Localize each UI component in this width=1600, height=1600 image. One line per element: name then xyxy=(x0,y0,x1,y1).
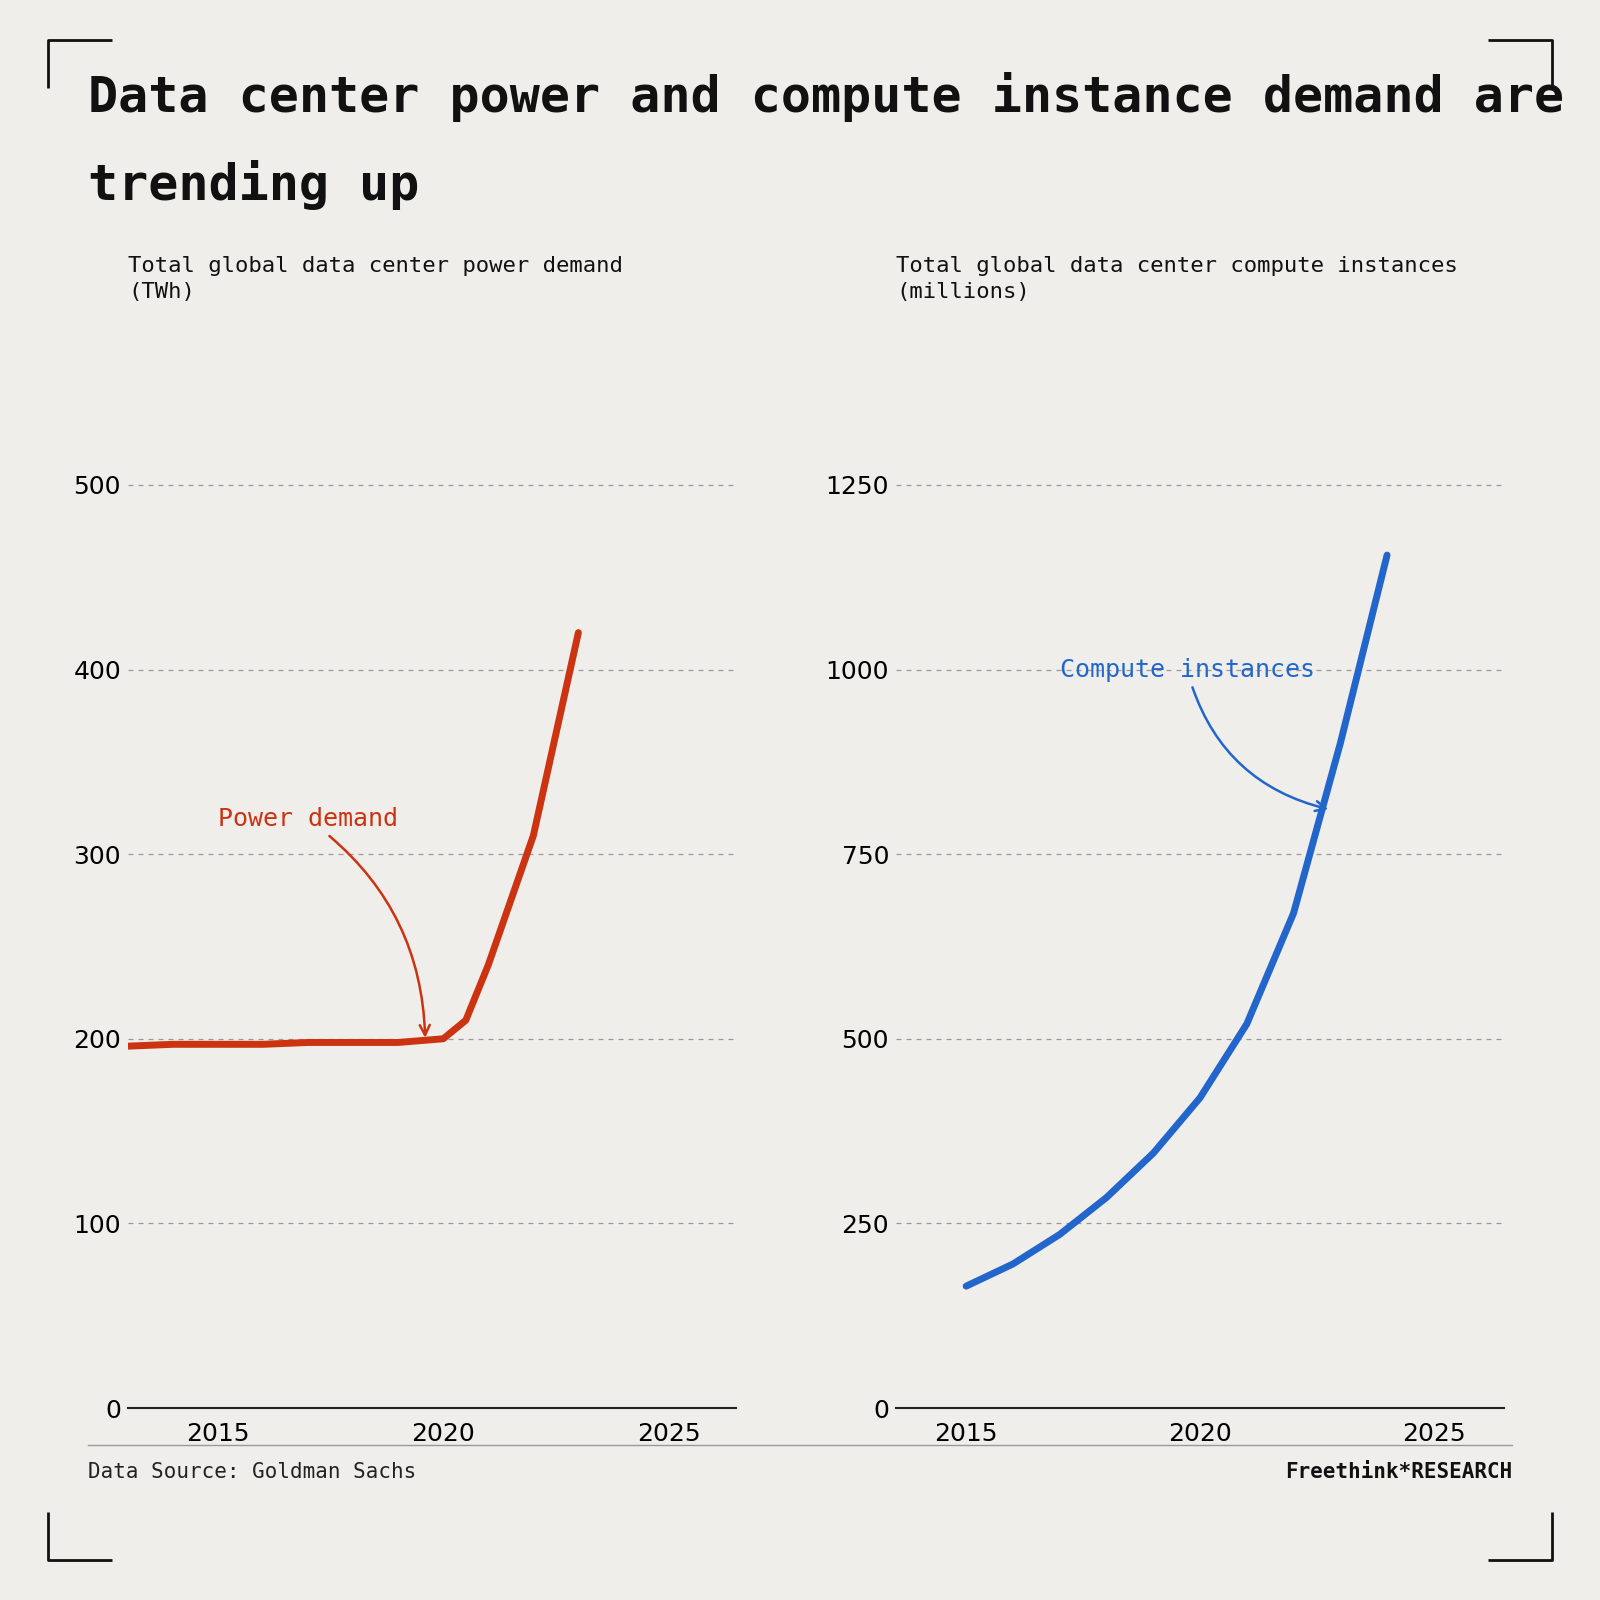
Text: Total global data center power demand
(TWh): Total global data center power demand (T… xyxy=(128,256,622,302)
Text: Power demand: Power demand xyxy=(218,808,430,1035)
Text: Compute instances: Compute instances xyxy=(1059,658,1325,811)
Text: Data Source: Goldman Sachs: Data Source: Goldman Sachs xyxy=(88,1462,416,1482)
Text: Freethink*RESEARCH: Freethink*RESEARCH xyxy=(1285,1462,1512,1482)
Text: trending up: trending up xyxy=(88,160,419,210)
Text: Total global data center compute instances
(millions): Total global data center compute instanc… xyxy=(896,256,1458,302)
Text: Data center power and compute instance demand are: Data center power and compute instance d… xyxy=(88,72,1565,122)
